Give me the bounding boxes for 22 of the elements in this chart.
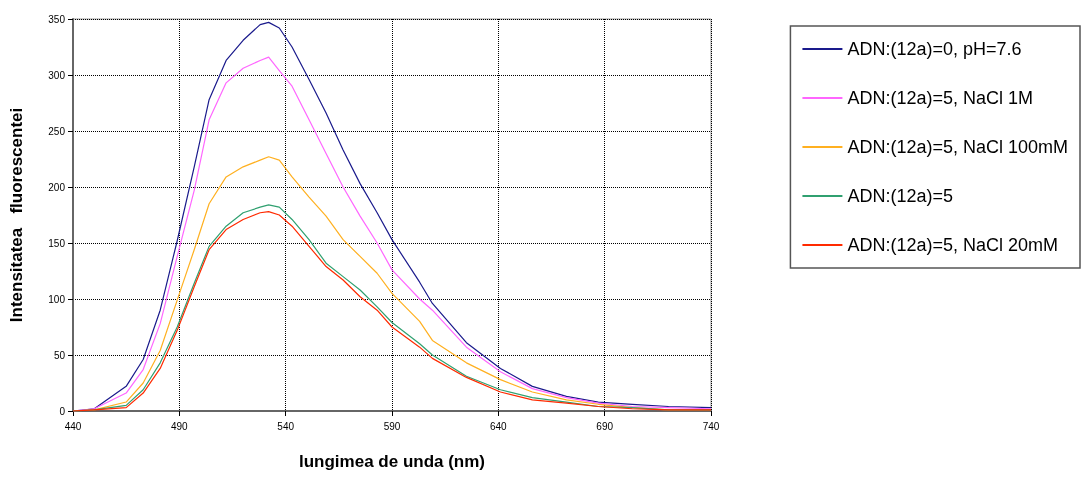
y-axis-title: Intensitatea fluorescentei [7,107,26,323]
y-tick-label: 300 [48,69,66,81]
legend-label: ADN:(12a)=5, NaCl 20mM [847,235,1058,255]
legend-label: ADN:(12a)=5 [847,186,953,206]
y-tick-label: 150 [48,237,66,249]
y-tick-label: 350 [48,13,66,25]
y-tick-label: 50 [53,349,66,361]
y-tick-label: 250 [48,125,66,137]
x-tick-label: 690 [596,420,614,432]
y-tick-label: 200 [48,181,66,193]
x-tick-label: 440 [64,420,82,432]
x-axis-title: lungimea de unda (nm) [298,452,486,471]
legend-label: ADN:(12a)=5, NaCl 1M [847,88,1033,108]
legend-label: ADN:(12a)=5, NaCl 100mM [847,137,1069,157]
x-tick-label: 490 [170,420,189,432]
y-tick-label: 100 [48,293,66,305]
x-tick-label: 540 [277,420,295,432]
legend-label: ADN:(12a)=0, pH=7.6 [847,39,1022,59]
y-tick-label: 0 [59,405,66,417]
x-tick-label: 590 [383,420,401,432]
x-tick-label: 640 [489,420,508,432]
x-tick-label: 740 [702,420,720,432]
